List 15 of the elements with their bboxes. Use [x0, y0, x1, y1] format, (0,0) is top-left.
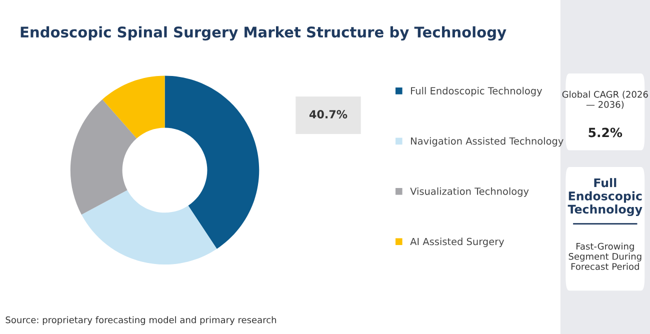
legend-label: Navigation Assisted Technology: [411, 137, 564, 147]
text: Fast-Growing Segment During Forecast Period: [568, 242, 642, 270]
source-note: Source: proprietary forecasting model and primary research: [6, 316, 276, 326]
chart-title: Endoscopic Spinal Surgery Market Structure by Technology: [20, 26, 506, 41]
legend-label: Full Endoscopic Technology: [411, 86, 542, 96]
text: Full Endoscopic Technology: [568, 178, 642, 216]
data-label: 40.7%: [309, 110, 348, 118]
text: Global CAGR (2026 — 2036): [562, 90, 648, 109]
donut-slice: [164, 76, 260, 249]
donut-slice: [70, 99, 137, 215]
legend-label: Visualization Technology: [410, 187, 529, 197]
legend-label: AI Assisted Surgery: [410, 238, 504, 248]
donut-slice: [82, 190, 217, 265]
donut-slice: [102, 76, 165, 138]
text: 5.2%: [588, 128, 622, 138]
